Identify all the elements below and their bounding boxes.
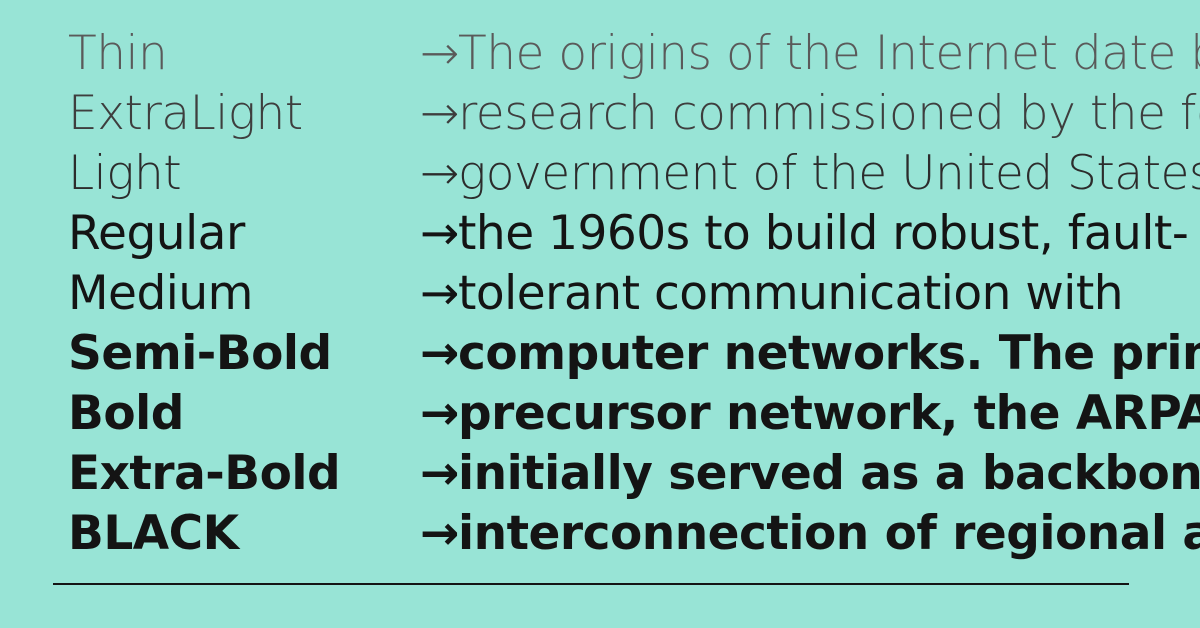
sample-text: interconnection of regional and: [458, 506, 1200, 561]
weight-row-thin: Thin →The origins of the Internet date b…: [0, 24, 1200, 84]
weight-row-extrabold: Extra-Bold →initially served as a backbo…: [0, 444, 1200, 504]
weight-label: Semi-Bold: [68, 326, 332, 381]
sample-text: government of the United States in: [458, 146, 1200, 201]
weight-row-extralight: ExtraLight →research commissioned by the…: [0, 84, 1200, 144]
weight-label: Regular: [68, 206, 245, 261]
divider-rule: [53, 583, 1129, 585]
sample-text: computer networks. The primary: [458, 326, 1200, 381]
sample-text-line: →tolerant communication with: [420, 264, 1200, 324]
weight-label: Thin: [68, 26, 168, 81]
sample-text-line: →The origins of the Internet date back t…: [420, 24, 1200, 84]
weight-label: Extra-Bold: [68, 446, 341, 501]
arrow-icon: →: [420, 86, 459, 141]
arrow-icon: →: [420, 146, 459, 201]
weight-row-regular: Regular →the 1960s to build robust, faul…: [0, 204, 1200, 264]
sample-text: research commissioned by the federal: [458, 86, 1200, 141]
sample-text-line: →initially served as a backbone for: [420, 444, 1200, 504]
arrow-icon: →: [420, 26, 459, 81]
sample-text: initially served as a backbone for: [458, 446, 1200, 501]
sample-text-line: →precursor network, the ARPANET,: [420, 384, 1200, 444]
sample-text-line: →interconnection of regional and: [420, 504, 1200, 564]
weight-label: BLACK: [68, 506, 239, 561]
weight-label: ExtraLight: [68, 86, 303, 141]
sample-text-line: →government of the United States in: [420, 144, 1200, 204]
arrow-icon: →: [420, 446, 459, 501]
weight-row-medium: Medium →tolerant communication with: [0, 264, 1200, 324]
sample-text-line: →computer networks. The primary: [420, 324, 1200, 384]
arrow-icon: →: [420, 506, 459, 561]
weight-row-bold: Bold →precursor network, the ARPANET,: [0, 384, 1200, 444]
sample-text: The origins of the Internet date back to: [458, 26, 1200, 81]
sample-text-line: →research commissioned by the federal: [420, 84, 1200, 144]
weight-label: Light: [68, 146, 182, 201]
sample-text: precursor network, the ARPANET,: [458, 386, 1200, 441]
arrow-icon: →: [420, 326, 459, 381]
arrow-icon: →: [420, 266, 459, 321]
sample-text: the 1960s to build robust, fault-: [458, 206, 1189, 261]
weight-label: Medium: [68, 266, 253, 321]
sample-text: tolerant communication with: [458, 266, 1124, 321]
weight-row-semibold: Semi-Bold →computer networks. The primar…: [0, 324, 1200, 384]
font-weight-specimen: Thin →The origins of the Internet date b…: [0, 24, 1200, 564]
weight-label: Bold: [68, 386, 184, 441]
weight-row-black: BLACK →interconnection of regional and: [0, 504, 1200, 564]
arrow-icon: →: [420, 206, 459, 261]
weight-row-light: Light →government of the United States i…: [0, 144, 1200, 204]
arrow-icon: →: [420, 386, 459, 441]
sample-text-line: →the 1960s to build robust, fault-: [420, 204, 1200, 264]
